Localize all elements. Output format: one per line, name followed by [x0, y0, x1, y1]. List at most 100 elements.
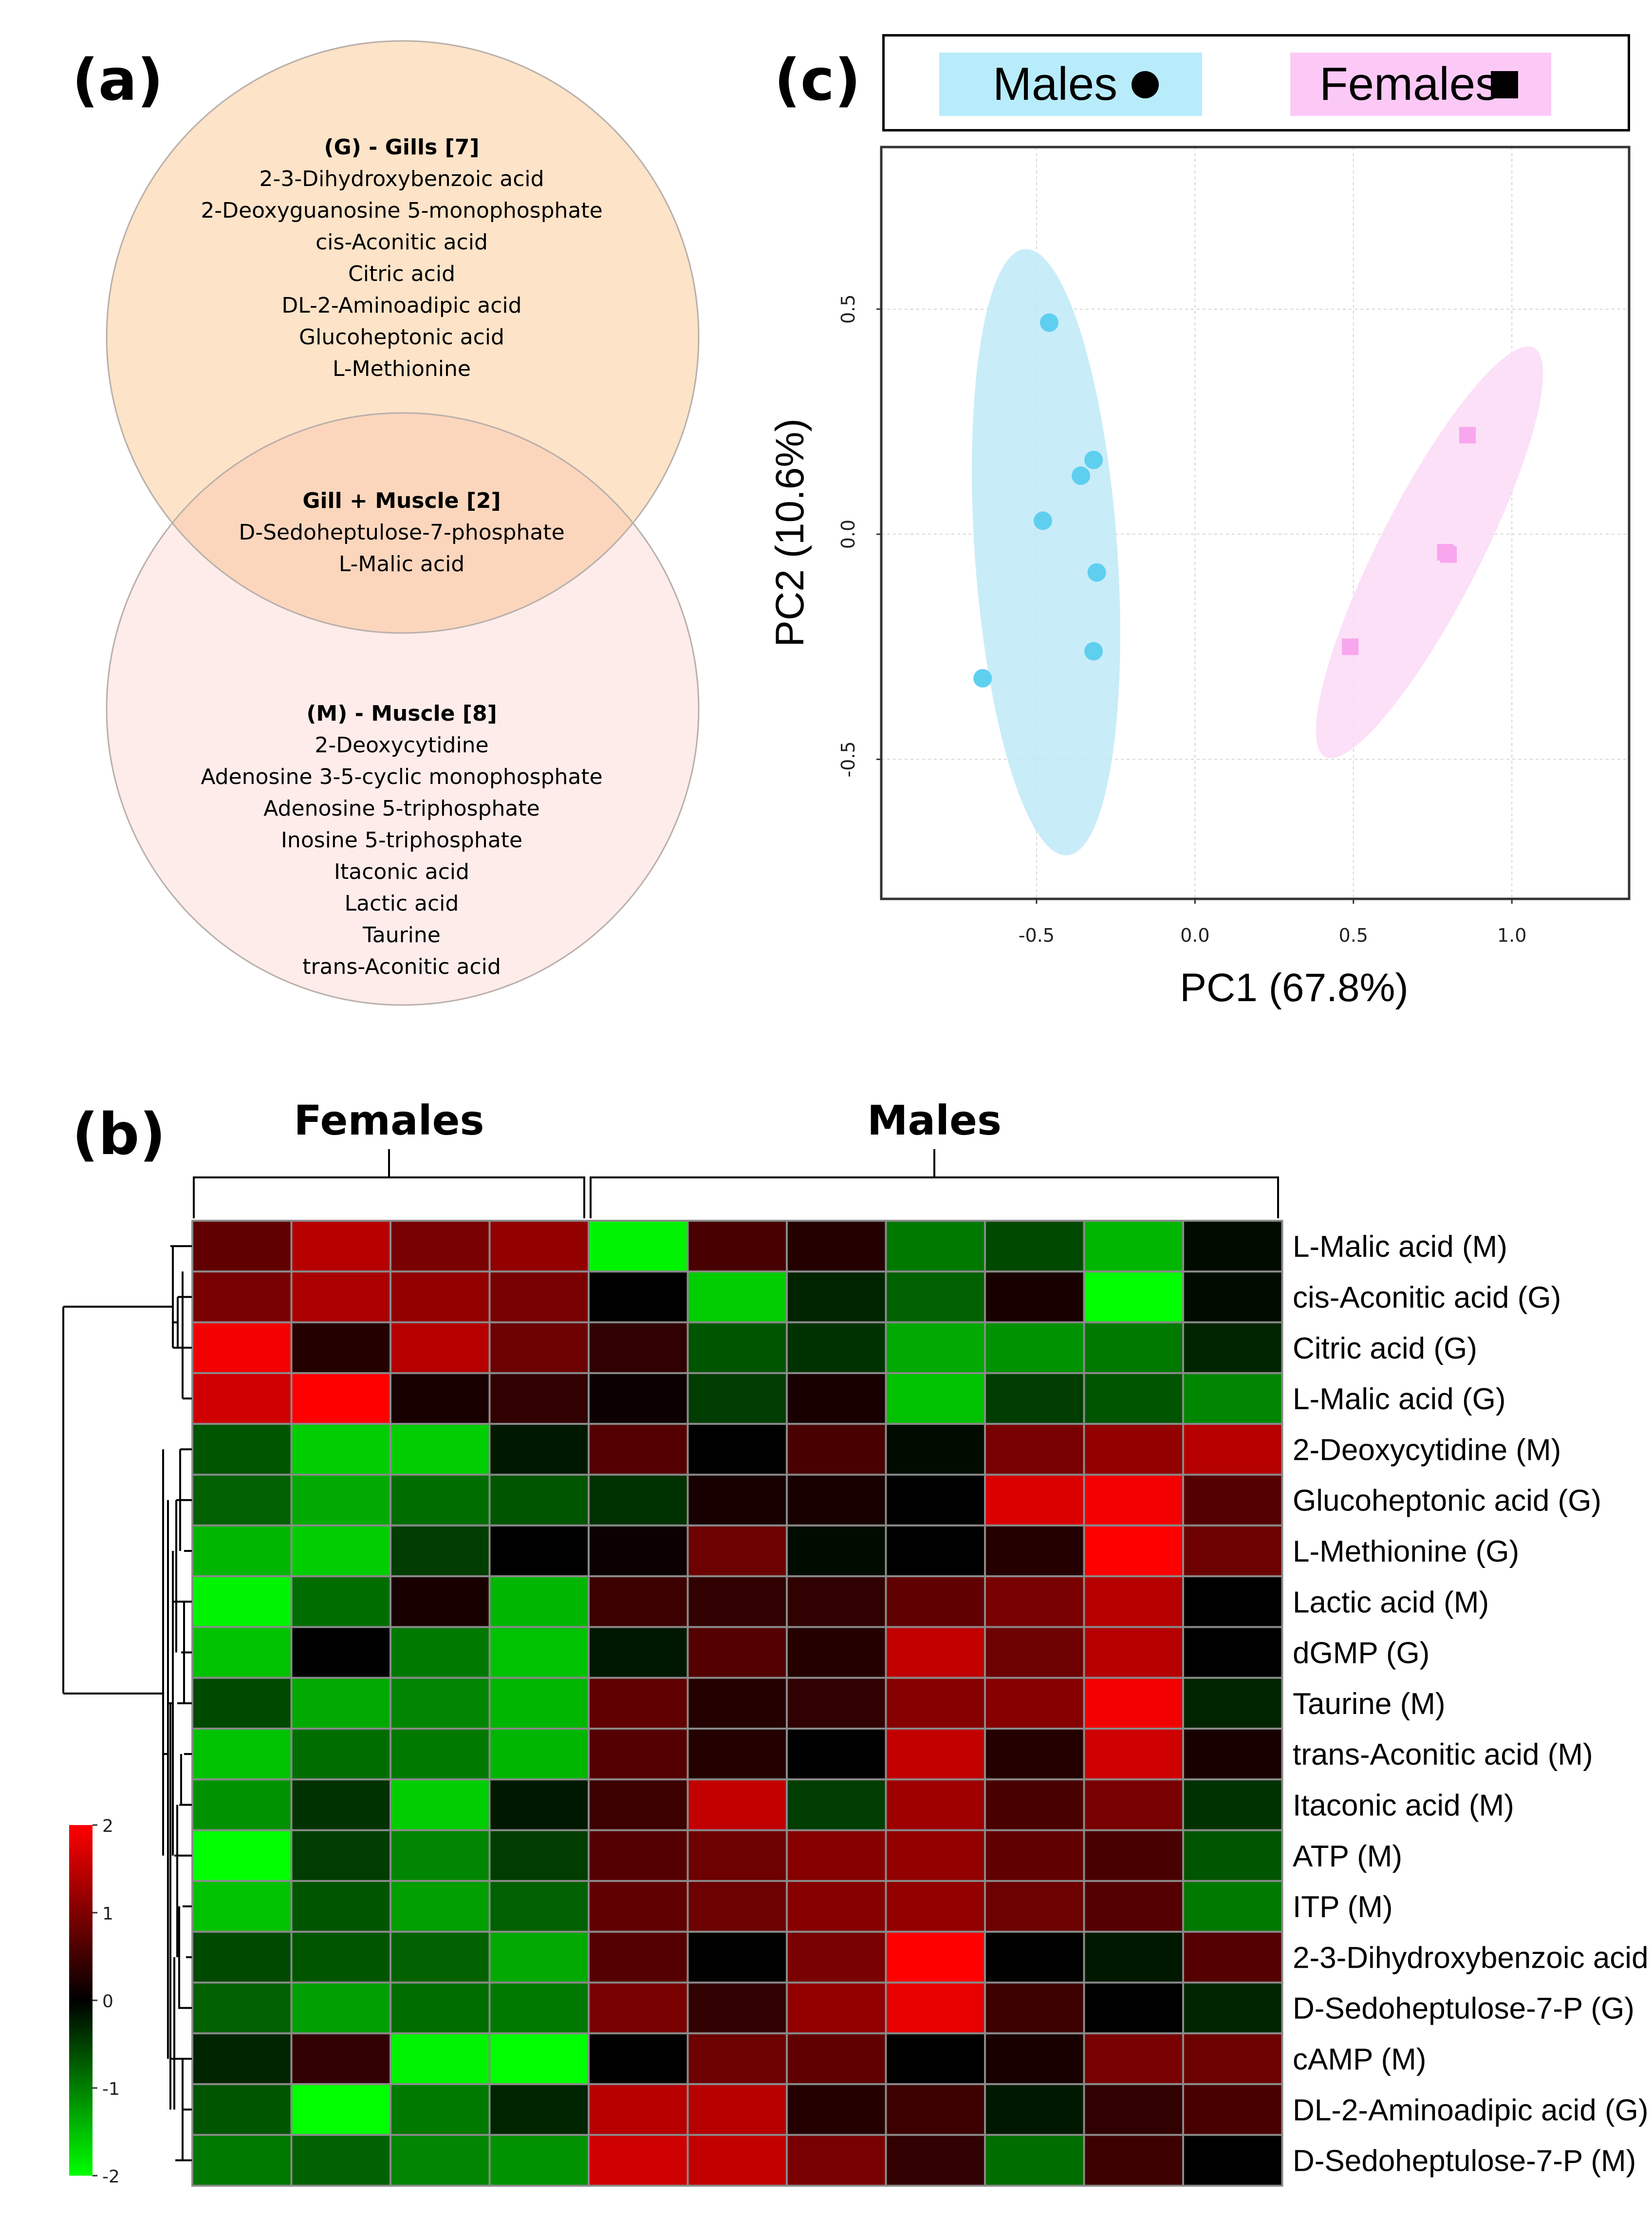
heatmap-cell: [290, 1931, 391, 1984]
males-point: [1072, 466, 1091, 485]
heatmap-cell: [390, 1321, 491, 1374]
y-tick-label: -0.5: [837, 741, 859, 777]
heatmap-cell: [1182, 1575, 1283, 1628]
heatmap-cell: [191, 1626, 293, 1679]
y-tick-label: 0.0: [837, 520, 859, 549]
heatmap-cell: [488, 2032, 590, 2086]
heatmap-cell: [1182, 2083, 1283, 2136]
heatmap-cell: [885, 1728, 986, 1781]
heatmap-cell: [290, 1829, 391, 1882]
heatmap-cell: [687, 1728, 788, 1781]
venn-overlap-item: L-Malic acid: [338, 552, 465, 577]
heatmap-cell: [290, 1321, 391, 1374]
heatmap-cell: [1182, 1524, 1283, 1578]
heatmap: L-Malic acid (M) cis-Aconitic acid (G) Cit…: [62, 1097, 1652, 2187]
heatmap-cell: [588, 1880, 689, 1933]
heatmap-cell: [1182, 1423, 1283, 1476]
heatmap-cell: [687, 1778, 788, 1831]
heatmap-cell: [984, 1880, 1085, 1933]
legend-males-marker: [1132, 71, 1159, 98]
venn-muscle-item: Lactic acid: [344, 891, 459, 916]
heatmap-cell: [290, 1981, 391, 2034]
heatmap-cell: [885, 1931, 986, 1984]
heatmap-cell: [687, 2032, 788, 2086]
heatmap-cell: [1182, 1626, 1283, 1679]
heatmap-cell: [390, 1575, 491, 1628]
heatmap-cell: [687, 1270, 788, 1323]
heatmap-cell: [984, 1626, 1085, 1679]
heatmap-cell: [290, 1372, 391, 1425]
heatmap-cell: [687, 1677, 788, 1730]
heatmap-cell: [488, 2134, 590, 2187]
heatmap-cell: [488, 2083, 590, 2136]
heatmap-cell: [191, 1220, 293, 1273]
heatmap-cell: [786, 1270, 887, 1323]
heatmap-cell: [1083, 1778, 1184, 1831]
heatmap-cell: [687, 1931, 788, 1984]
heatmap-cell: [191, 2134, 293, 2187]
heatmap-cell: [885, 1981, 986, 2034]
heatmap-cell: [984, 1372, 1085, 1425]
heatmap-cell: [390, 1220, 491, 1273]
heatmap-cell: [1182, 1981, 1283, 2034]
venn-gills-item: 2-Deoxyguanosine 5-monophosphate: [201, 198, 603, 223]
heatmap-row-label: Itaconic acid (M): [1293, 1789, 1514, 1822]
heatmap-cell: [1083, 1473, 1184, 1527]
heatmap-cell: [588, 1524, 689, 1578]
venn-gills-item: DL-2-Aminoadipic acid: [281, 293, 522, 318]
heatmap-row-label: Glucoheptonic acid (G): [1293, 1484, 1601, 1518]
heatmap-cell: [885, 2134, 986, 2187]
venn-muscle-item: Itaconic acid: [334, 859, 469, 884]
heatmap-cell: [588, 2134, 689, 2187]
group-label: Males: [867, 1097, 1002, 1144]
heatmap-cell: [488, 1778, 590, 1831]
heatmap-cell: [885, 1270, 986, 1323]
heatmap-cell: [786, 1778, 887, 1831]
x-tick-label: 0.0: [1180, 925, 1209, 946]
heatmap-cell: [687, 1829, 788, 1882]
heatmap-cell: [290, 1677, 391, 1730]
heatmap-cell: [390, 1270, 491, 1323]
x-tick-label: -0.5: [1019, 925, 1055, 946]
heatmap-cell: [885, 1473, 986, 1527]
venn-gills-item: Glucoheptonic acid: [299, 325, 504, 350]
heatmap-cell: [687, 2083, 788, 2136]
heatmap-cell: [290, 1626, 391, 1679]
heatmap-row-label: ITP (M): [1293, 1890, 1393, 1924]
males-point: [1087, 563, 1106, 582]
heatmap-cell: [191, 1575, 293, 1628]
panel-label-c: (c): [774, 46, 861, 113]
heatmap-cell: [588, 1728, 689, 1781]
heatmap-cell: [290, 1575, 391, 1628]
heatmap-cell: [984, 1829, 1085, 1882]
heatmap-cell: [1083, 1423, 1184, 1476]
heatmap-cell: [191, 1372, 293, 1425]
heatmap-cell: [191, 1524, 293, 1578]
heatmap-cell: [191, 1321, 293, 1374]
heatmap-row-label: L-Malic acid (G): [1293, 1382, 1506, 1416]
heatmap-cell: [885, 1220, 986, 1273]
heatmap-cell: [290, 2134, 391, 2187]
heatmap-cell: [488, 1626, 590, 1679]
heatmap-cell: [1083, 1829, 1184, 1882]
heatmap-cell: [984, 1778, 1085, 1831]
heatmap-cell: [290, 2083, 391, 2136]
heatmap-cell: [1182, 1372, 1283, 1425]
heatmap-cell: [1083, 1677, 1184, 1730]
venn-muscle-item: trans-Aconitic acid: [302, 954, 501, 979]
heatmap-cell: [687, 1473, 788, 1527]
heatmap-cell: [786, 1575, 887, 1628]
heatmap-cell: [588, 1575, 689, 1628]
heatmap-cell: [588, 1829, 689, 1882]
heatmap-row-label: L-Malic acid (M): [1293, 1230, 1507, 1264]
heatmap-row-label: L-Methionine (G): [1293, 1535, 1519, 1568]
heatmap-cell: [588, 1423, 689, 1476]
panel-label-b: (b): [72, 1100, 166, 1168]
heatmap-cell: [390, 1524, 491, 1578]
heatmap-cell: [390, 1981, 491, 2034]
heatmap-cell: [885, 2083, 986, 2136]
heatmap-cell: [1083, 1981, 1184, 2034]
heatmap-cell: [290, 1423, 391, 1476]
heatmap-cell: [488, 1473, 590, 1527]
heatmap-cell: [984, 1728, 1085, 1781]
